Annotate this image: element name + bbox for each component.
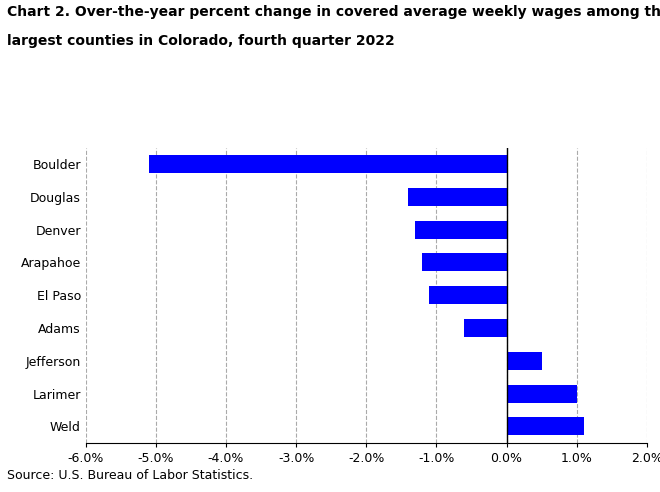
Bar xyxy=(507,352,542,370)
Text: largest counties in Colorado, fourth quarter 2022: largest counties in Colorado, fourth qua… xyxy=(7,34,395,48)
Text: Source: U.S. Bureau of Labor Statistics.: Source: U.S. Bureau of Labor Statistics. xyxy=(7,469,253,482)
Bar xyxy=(430,286,507,304)
Text: Chart 2. Over-the-year percent change in covered average weekly wages among the: Chart 2. Over-the-year percent change in… xyxy=(7,5,660,19)
Bar xyxy=(149,155,507,173)
Bar xyxy=(507,417,583,435)
Bar xyxy=(465,319,507,337)
Bar xyxy=(507,385,577,402)
Bar xyxy=(409,188,507,206)
Bar xyxy=(415,220,507,239)
Bar xyxy=(422,253,507,272)
